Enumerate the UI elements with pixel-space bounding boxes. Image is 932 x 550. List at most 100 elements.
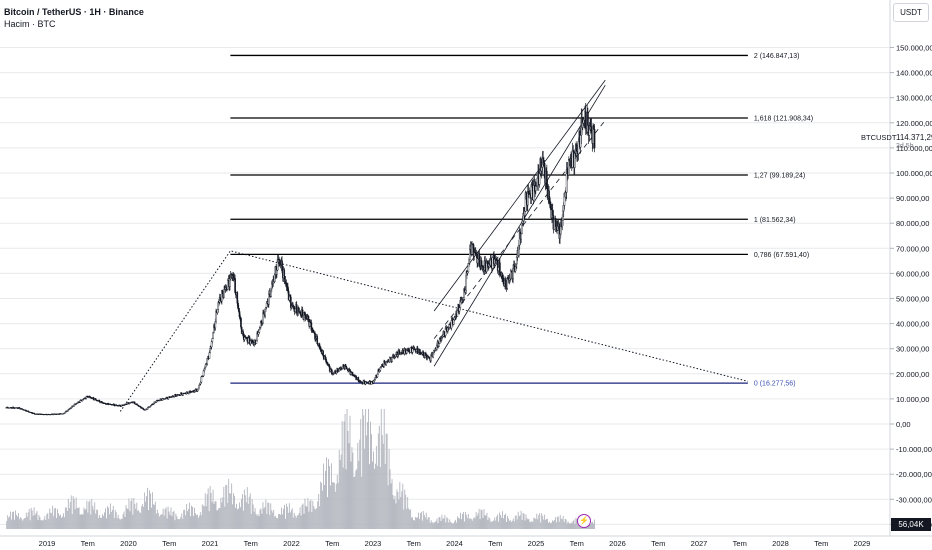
- volume-bar: [537, 519, 539, 529]
- volume-bar: [96, 509, 98, 529]
- volume-bar: [401, 491, 403, 529]
- volume-bar: [145, 501, 147, 529]
- fib-level-label: 0 (16.277,56): [754, 381, 796, 388]
- volume-bar: [520, 510, 522, 529]
- volume-bar: [344, 413, 346, 529]
- volume-bar: [347, 430, 349, 529]
- volume-bar: [558, 521, 560, 529]
- volume-bar: [61, 516, 63, 529]
- volume-bar: [442, 519, 444, 529]
- volume-bar: [266, 514, 268, 529]
- volume-bar: [362, 409, 364, 529]
- volume-bar: [506, 515, 508, 529]
- volume-bar: [125, 505, 127, 529]
- candle-body: [316, 336, 319, 345]
- volume-bar: [40, 520, 42, 529]
- volume-bar: [118, 518, 120, 529]
- volume-bar: [180, 516, 182, 529]
- volume-bar: [270, 503, 272, 529]
- volume-bar: [155, 513, 157, 529]
- volume-bar: [15, 510, 16, 529]
- volume-bar: [477, 513, 479, 529]
- volume-bar: [446, 517, 448, 529]
- symbol-title[interactable]: Bitcoin / TetherUS · 1H · Binance: [4, 7, 144, 17]
- volume-bar: [51, 512, 53, 529]
- volume-bar: [499, 512, 501, 529]
- volume-bar: [185, 515, 187, 529]
- candle-body: [394, 354, 397, 357]
- volume-bar: [325, 470, 326, 529]
- candle-body: [322, 350, 324, 356]
- volume-bar: [30, 507, 32, 529]
- volume-bar: [430, 520, 432, 529]
- volume-bar: [389, 469, 391, 529]
- volume-bar: [475, 512, 477, 529]
- volume-bar: [135, 508, 137, 529]
- volume-bars: [6, 409, 595, 529]
- fib-level-label: 1,27 (99.189,24): [754, 173, 805, 180]
- volume-bar: [458, 517, 459, 529]
- volume-bar: [171, 516, 173, 529]
- volume-bar: [561, 519, 563, 529]
- volume-bar: [479, 519, 481, 529]
- x-tick-label: 2028: [772, 539, 789, 548]
- volume-bar: [507, 518, 509, 529]
- volume-bar: [286, 506, 288, 529]
- volume-bar: [60, 514, 61, 529]
- volume-bar: [255, 514, 257, 529]
- x-tick-label: 2023: [365, 539, 382, 548]
- volume-bar: [254, 508, 256, 529]
- volume-bar: [63, 517, 65, 529]
- volume-bar: [544, 514, 546, 529]
- currency-button[interactable]: USDT: [893, 3, 929, 22]
- candle-body: [262, 312, 264, 324]
- volume-bar: [494, 517, 496, 529]
- volume-bar: [524, 520, 526, 529]
- volume-bar: [299, 507, 301, 529]
- volume-bar: [513, 521, 515, 529]
- volume-bar: [293, 512, 295, 529]
- volume-bar: [138, 510, 140, 529]
- x-tick-label: Tem: [407, 539, 421, 548]
- volume-bar: [283, 508, 284, 529]
- volume-bar: [333, 482, 335, 529]
- volume-bar: [173, 510, 175, 529]
- lightning-icon[interactable]: ⚡: [577, 514, 591, 528]
- volume-bar: [67, 498, 69, 529]
- volume-bar: [11, 519, 13, 529]
- volume-bar: [390, 483, 392, 529]
- volume-bar: [264, 507, 266, 529]
- volume-bar: [568, 523, 570, 529]
- volume-bar: [501, 517, 503, 529]
- volume-bar: [431, 522, 433, 529]
- volume-bar: [395, 503, 397, 529]
- volume-bar: [416, 517, 417, 529]
- volume-bar: [277, 518, 279, 529]
- volume-bar: [573, 519, 575, 529]
- volume-bar: [278, 514, 280, 529]
- volume-bar: [330, 463, 332, 529]
- fib-level-label: 0,786 (67.591,40): [754, 252, 809, 259]
- volume-bar: [167, 506, 169, 529]
- fib-level-label: 2 (146.847,13): [754, 53, 800, 60]
- volume-bar: [271, 510, 273, 529]
- volume-bar: [468, 518, 470, 529]
- candle-body: [133, 401, 136, 404]
- volume-bar: [545, 519, 547, 529]
- fib-level-label: 1,618 (121.908,34): [754, 116, 813, 123]
- volume-bar: [258, 516, 260, 529]
- volume-bar: [78, 507, 80, 529]
- volume-bar: [101, 517, 103, 529]
- volume-bar: [336, 475, 338, 529]
- volume-bar: [196, 514, 198, 529]
- volume-bar: [122, 514, 124, 529]
- volume-bar: [570, 522, 572, 529]
- y-tick-label: 150.000,00: [896, 44, 932, 53]
- volume-legend[interactable]: Hacim · BTC: [4, 19, 56, 29]
- y-tick-label: 130.000,00: [896, 94, 932, 103]
- bar-countdown: 3d 5h: [896, 143, 914, 150]
- volume-bar: [451, 522, 453, 529]
- volume-bar: [120, 518, 122, 529]
- volume-bar: [34, 515, 36, 529]
